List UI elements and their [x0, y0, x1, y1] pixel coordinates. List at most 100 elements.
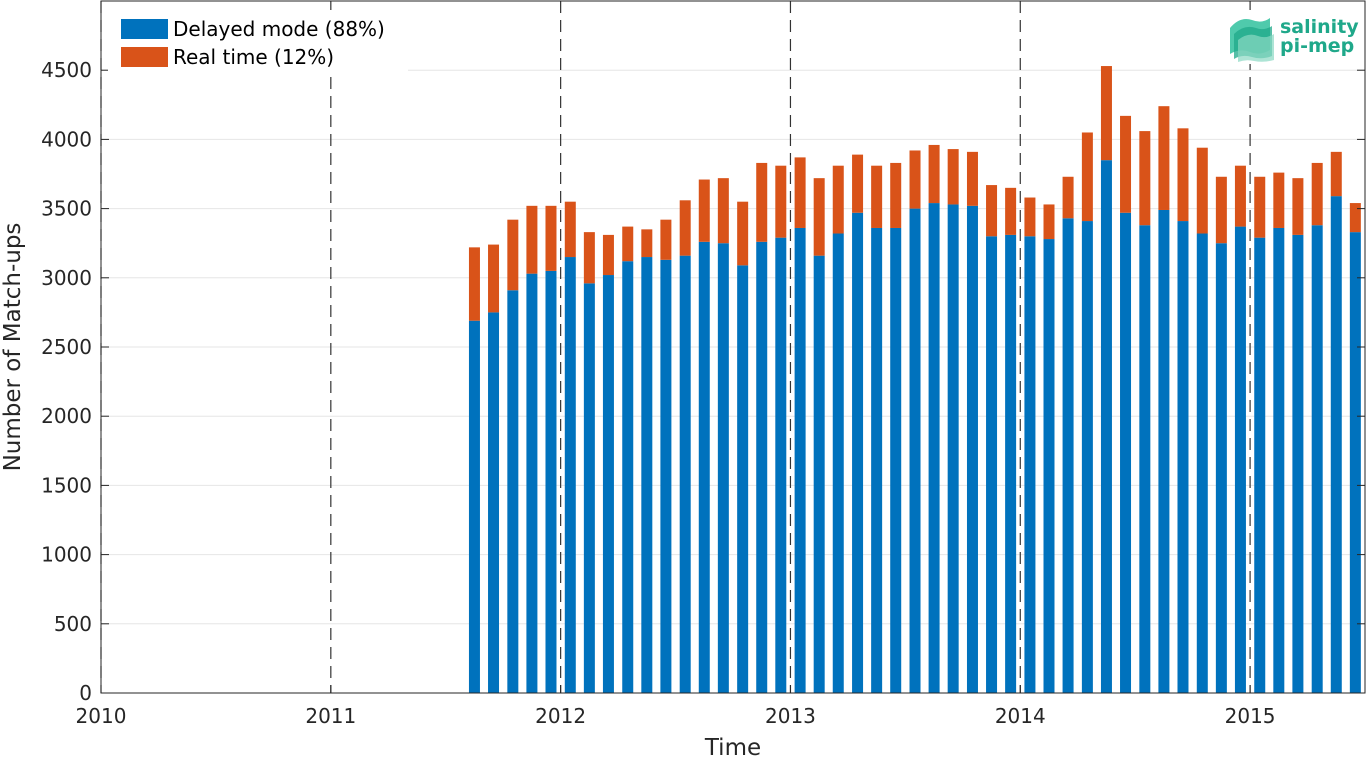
- bar-delayed-2013-06: [890, 227, 902, 693]
- y-tick-label: 4000: [41, 127, 92, 151]
- x-tick-label: 2010: [76, 704, 127, 728]
- bar-realtime-2013-07: [909, 150, 921, 209]
- bar-realtime-2011-12: [545, 205, 557, 271]
- y-tick-label: 0: [79, 681, 92, 705]
- bar-delayed-2015-03: [1292, 234, 1304, 693]
- bar-delayed-2012-03: [602, 275, 614, 693]
- bar-realtime-2012-09: [717, 178, 729, 244]
- bar-realtime-2012-06: [660, 219, 672, 260]
- bar-realtime-2014-04: [1081, 132, 1093, 222]
- x-tick-label: 2013: [765, 704, 816, 728]
- y-tick-label: 4500: [41, 58, 92, 82]
- bar-realtime-2015-02: [1273, 172, 1285, 228]
- bar-realtime-2014-10: [1196, 147, 1208, 234]
- bar-delayed-2012-10: [737, 265, 749, 693]
- bar-realtime-2015-03: [1292, 178, 1304, 235]
- bar-delayed-2014-05: [1100, 160, 1112, 693]
- bar-realtime-2014-08: [1158, 106, 1170, 210]
- bar-realtime-2012-04: [622, 226, 634, 262]
- bar-realtime-2013-02: [813, 178, 825, 256]
- bar-delayed-2013-12: [1005, 234, 1017, 693]
- bar-delayed-2012-01: [564, 257, 576, 693]
- bar-delayed-2013-09: [947, 204, 959, 693]
- y-tick-label: 500: [54, 612, 92, 636]
- legend-swatch-delayed: [121, 19, 168, 39]
- bar-delayed-2011-08: [468, 320, 480, 693]
- y-tick-label: 3000: [41, 266, 92, 290]
- bar-realtime-2014-09: [1177, 128, 1189, 222]
- bar-delayed-2013-07: [909, 208, 921, 693]
- bar-delayed-2012-09: [717, 243, 729, 693]
- bar-delayed-2012-05: [641, 257, 653, 693]
- bar-delayed-2014-12: [1234, 226, 1246, 694]
- bar-realtime-2013-08: [928, 144, 940, 204]
- legend-label-realtime: Real time (12%): [173, 45, 334, 69]
- legend-label-delayed: Delayed mode (88%): [173, 17, 385, 41]
- bar-delayed-2012-06: [660, 259, 672, 693]
- bar-delayed-2013-01: [794, 227, 806, 693]
- legend: Delayed mode (88%) Real time (12%): [108, 10, 408, 72]
- bar-delayed-2014-03: [1062, 218, 1074, 693]
- bar-delayed-2014-07: [1139, 225, 1151, 693]
- bar-realtime-2015-05: [1330, 151, 1342, 197]
- y-tick-label: 2000: [41, 404, 92, 428]
- bar-realtime-2015-06: [1349, 203, 1361, 233]
- bar-delayed-2012-02: [583, 283, 595, 693]
- bar-delayed-2015-01: [1254, 237, 1266, 693]
- bar-realtime-2014-02: [1043, 204, 1055, 240]
- bar-realtime-2014-01: [1024, 197, 1036, 237]
- bar-delayed-2013-11: [986, 236, 998, 693]
- bar-delayed-2011-09: [488, 312, 500, 693]
- legend-swatch-realtime: [121, 47, 168, 67]
- x-axis-label: Time: [704, 735, 761, 758]
- bar-delayed-2014-01: [1024, 236, 1036, 693]
- bar-delayed-2013-08: [928, 203, 940, 693]
- bar-delayed-2013-02: [813, 255, 825, 693]
- bar-realtime-2014-07: [1139, 131, 1151, 226]
- bar-realtime-2014-12: [1234, 165, 1246, 227]
- x-tick-label: 2012: [535, 704, 586, 728]
- x-tick-label: 2014: [995, 704, 1046, 728]
- bar-delayed-2011-11: [526, 273, 538, 693]
- bar-delayed-2014-10: [1196, 233, 1208, 693]
- y-tick-label: 2500: [41, 335, 92, 359]
- bar-delayed-2012-04: [622, 261, 634, 693]
- bar-delayed-2015-04: [1311, 225, 1323, 693]
- bar-delayed-2015-06: [1349, 232, 1361, 694]
- bar-delayed-2011-12: [545, 270, 557, 693]
- logo-text-line1: salinity: [1280, 16, 1359, 38]
- bar-realtime-2014-06: [1120, 115, 1132, 213]
- bar-delayed-2012-08: [698, 241, 710, 694]
- bar-realtime-2013-04: [852, 154, 864, 213]
- y-tick-label: 1000: [41, 543, 92, 567]
- bar-delayed-2014-08: [1158, 209, 1170, 693]
- bar-delayed-2015-02: [1273, 227, 1285, 693]
- bar-realtime-2011-11: [526, 205, 538, 274]
- bar-realtime-2013-10: [966, 151, 978, 206]
- bar-realtime-2012-02: [583, 232, 595, 284]
- bar-realtime-2012-10: [737, 201, 749, 266]
- y-axis-label: Number of Match-ups: [0, 223, 26, 472]
- bar-realtime-2013-01: [794, 157, 806, 228]
- x-tick-label: 2015: [1225, 704, 1276, 728]
- grid-layer: [101, 69, 1365, 625]
- bar-delayed-2011-10: [507, 290, 519, 693]
- bar-realtime-2013-09: [947, 149, 959, 205]
- bar-realtime-2013-03: [832, 165, 844, 234]
- bar-realtime-2012-07: [679, 200, 691, 256]
- y-tick-label: 1500: [41, 473, 92, 497]
- bar-realtime-2014-11: [1215, 176, 1227, 244]
- bar-realtime-2012-01: [564, 201, 576, 258]
- bar-delayed-2013-04: [852, 212, 864, 693]
- logo-text-line2: pi-mep: [1280, 35, 1354, 57]
- bar-delayed-2012-12: [775, 237, 787, 693]
- bar-realtime-2013-06: [890, 162, 902, 228]
- bars-layer: [468, 66, 1361, 694]
- bar-delayed-2013-05: [871, 227, 883, 693]
- bar-realtime-2012-08: [698, 179, 710, 242]
- bar-delayed-2014-06: [1120, 212, 1132, 693]
- bar-delayed-2013-10: [966, 205, 978, 693]
- bar-delayed-2013-03: [832, 233, 844, 693]
- bar-delayed-2012-11: [756, 241, 768, 694]
